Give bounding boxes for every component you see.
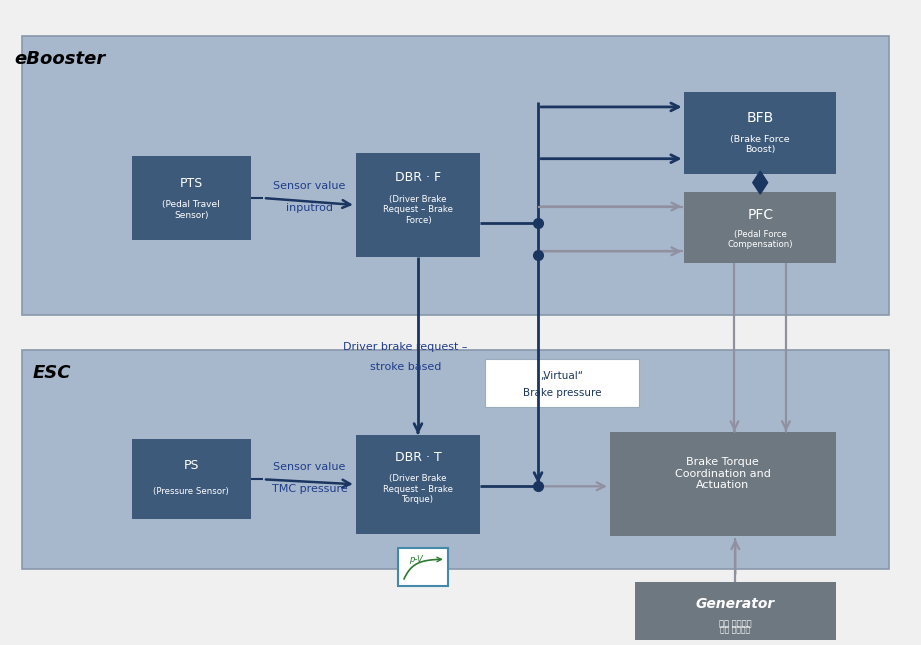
- Text: (Driver Brake
Request – Brake
Force): (Driver Brake Request – Brake Force): [383, 195, 453, 225]
- Text: „Virtual“: „Virtual“: [541, 371, 584, 381]
- Bar: [22, 36, 889, 315]
- Bar: [22, 350, 889, 569]
- Bar: [684, 192, 836, 263]
- Bar: [635, 582, 836, 640]
- Bar: [356, 153, 480, 257]
- Text: PFC: PFC: [747, 208, 774, 223]
- Text: (Brake Force
Boost): (Brake Force Boost): [730, 135, 790, 154]
- Text: 小圈 智能汽车: 小圈 智能汽车: [719, 619, 752, 628]
- Text: p-V: p-V: [409, 555, 423, 564]
- Text: PS: PS: [183, 459, 199, 472]
- Text: Driver brake request –: Driver brake request –: [344, 342, 468, 352]
- Text: Brake pressure: Brake pressure: [523, 388, 601, 398]
- Text: Brake Torque
Coordination and
Actuation: Brake Torque Coordination and Actuation: [675, 457, 771, 490]
- Text: DBR · T: DBR · T: [394, 451, 441, 464]
- Text: BFB: BFB: [747, 111, 774, 125]
- Polygon shape: [752, 171, 768, 194]
- Text: stroke based: stroke based: [370, 362, 441, 372]
- Text: 小圈 智能汽车: 小圈 智能汽车: [720, 625, 751, 634]
- Text: (Pedal Travel
Sensor): (Pedal Travel Sensor): [162, 201, 220, 220]
- Bar: [398, 548, 448, 586]
- Text: ESC: ESC: [32, 364, 71, 382]
- Text: DBR · F: DBR · F: [395, 171, 441, 184]
- Bar: [684, 92, 836, 174]
- Bar: [356, 435, 480, 534]
- Text: Sensor value: Sensor value: [274, 462, 345, 472]
- Bar: [132, 155, 251, 241]
- Text: Generator: Generator: [695, 597, 775, 611]
- Bar: [610, 432, 836, 536]
- Text: eBooster: eBooster: [14, 50, 106, 68]
- Text: TMC pressure: TMC pressure: [272, 484, 347, 494]
- Text: (Pedal Force
Compensation): (Pedal Force Compensation): [728, 230, 793, 249]
- Text: inputrod: inputrod: [286, 203, 332, 213]
- Bar: [484, 359, 639, 406]
- Text: Sensor value: Sensor value: [274, 181, 345, 191]
- Text: PTS: PTS: [180, 177, 203, 190]
- Bar: [132, 439, 251, 519]
- Text: (Pressure Sensor): (Pressure Sensor): [154, 487, 229, 496]
- Text: (Driver Brake
Request – Brake
Torque): (Driver Brake Request – Brake Torque): [383, 474, 453, 504]
